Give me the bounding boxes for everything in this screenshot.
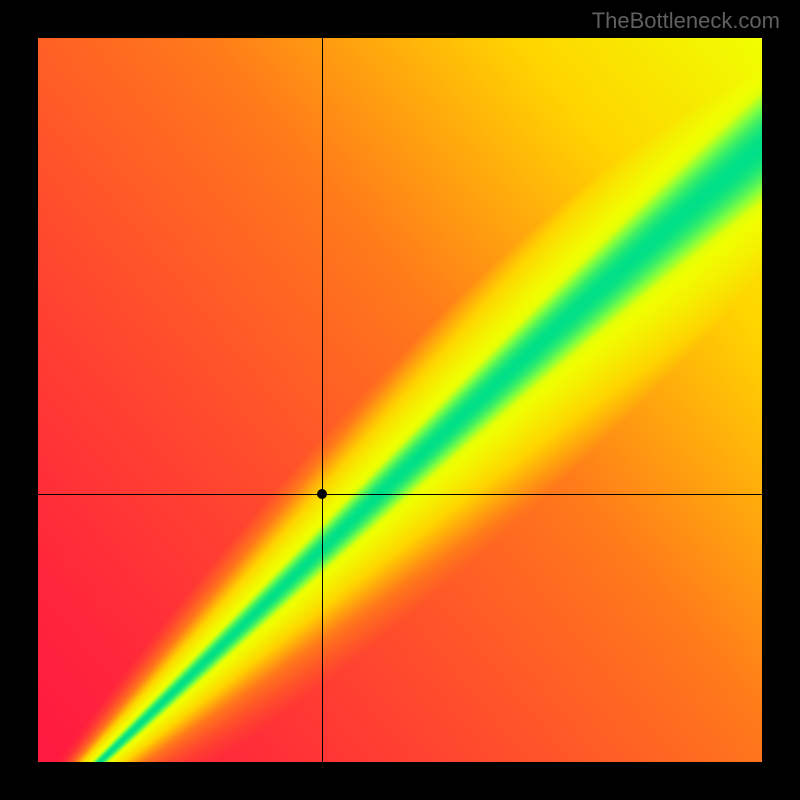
marker-dot [317,489,327,499]
crosshair-vertical [322,38,323,762]
heatmap-plot [38,38,762,762]
watermark-text: TheBottleneck.com [592,8,780,34]
heatmap-canvas [38,38,762,762]
crosshair-horizontal [38,494,762,495]
